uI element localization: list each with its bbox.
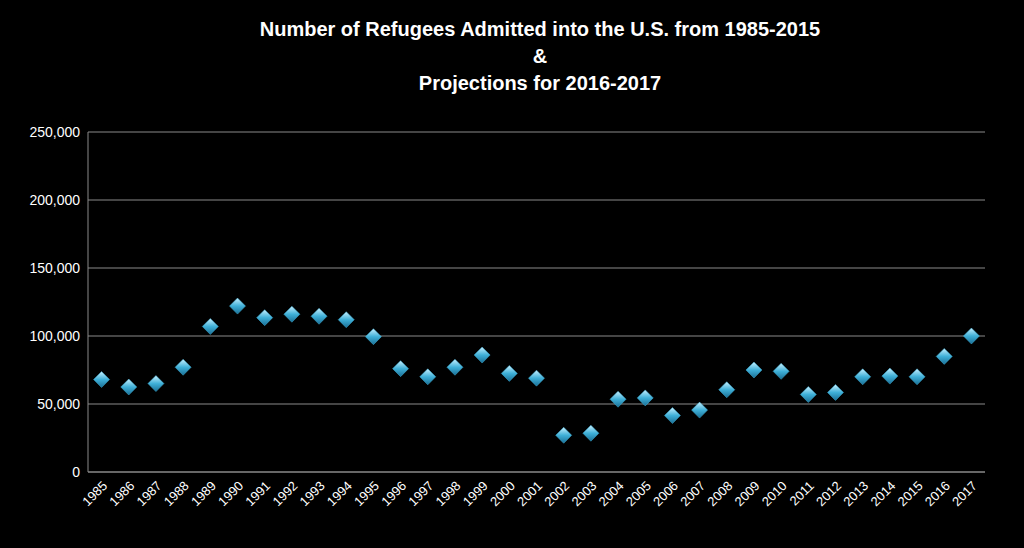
svg-text:2010: 2010 — [759, 478, 790, 509]
svg-text:1996: 1996 — [378, 478, 409, 509]
svg-text:2014: 2014 — [867, 478, 898, 509]
svg-text:2008: 2008 — [704, 478, 735, 509]
svg-text:2000: 2000 — [487, 478, 518, 509]
svg-text:0: 0 — [72, 464, 80, 480]
svg-text:2007: 2007 — [677, 478, 708, 509]
svg-text:2004: 2004 — [596, 478, 627, 509]
svg-text:2011: 2011 — [787, 478, 817, 508]
svg-text:1985: 1985 — [79, 478, 110, 509]
svg-text:200,000: 200,000 — [29, 192, 80, 208]
svg-text:1986: 1986 — [106, 478, 137, 509]
svg-text:1993: 1993 — [297, 478, 328, 509]
svg-text:50,000: 50,000 — [37, 396, 80, 412]
svg-text:1988: 1988 — [161, 478, 192, 509]
svg-text:2012: 2012 — [813, 478, 844, 509]
svg-text:100,000: 100,000 — [29, 328, 80, 344]
svg-text:1997: 1997 — [405, 478, 436, 509]
svg-text:2002: 2002 — [541, 478, 572, 509]
svg-text:1987: 1987 — [134, 478, 165, 509]
svg-text:250,000: 250,000 — [29, 124, 80, 140]
svg-text:2015: 2015 — [895, 478, 926, 509]
svg-text:1991: 1991 — [242, 478, 273, 509]
svg-text:1999: 1999 — [460, 478, 491, 509]
svg-text:2017: 2017 — [949, 478, 980, 509]
svg-text:2009: 2009 — [732, 478, 763, 509]
svg-text:2013: 2013 — [840, 478, 871, 509]
html-text:Number of Refugees Admitted in: Number of Refugees Admitted into the U.S… — [259, 18, 821, 40]
svg-text:1992: 1992 — [269, 478, 300, 509]
svg-text:1990: 1990 — [215, 478, 246, 509]
svg-text:2005: 2005 — [623, 478, 654, 509]
svg-text:150,000: 150,000 — [29, 260, 80, 276]
svg-text:2001: 2001 — [514, 478, 545, 509]
svg-text:1998: 1998 — [433, 478, 464, 509]
svg-text:1989: 1989 — [188, 478, 219, 509]
svg-text:2006: 2006 — [650, 478, 681, 509]
html-text:Projections for 2016-2017: Projections for 2016-2017 — [418, 72, 662, 94]
svg-text:2016: 2016 — [922, 478, 953, 509]
svg-text:1995: 1995 — [351, 478, 382, 509]
svg-text:1994: 1994 — [324, 478, 355, 509]
svg-text:2003: 2003 — [568, 478, 599, 509]
